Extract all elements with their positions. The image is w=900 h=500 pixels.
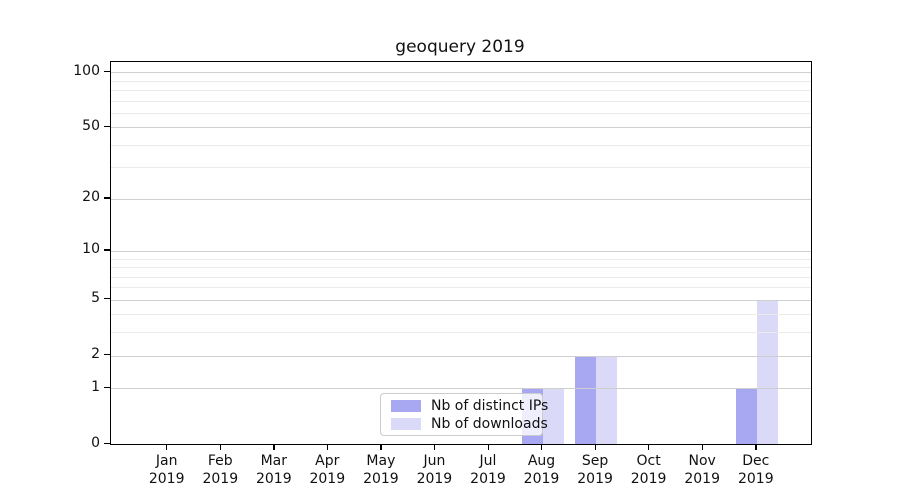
gridline-minor	[111, 112, 811, 114]
plot-area: Nb of distinct IPs Nb of downloads	[110, 61, 812, 445]
x-tick-label-jul: Jul 2019	[470, 453, 506, 487]
x-tick-label-feb: Feb 2019	[202, 453, 239, 487]
bar-downloads-dec	[756, 299, 778, 444]
legend-entry-distinct-ips: Nb of distinct IPs	[385, 397, 548, 415]
legend: Nb of distinct IPs Nb of downloads	[380, 393, 548, 436]
x-tick-mark	[326, 444, 329, 451]
x-tick-mark	[433, 444, 436, 451]
y-tick-mark	[104, 442, 110, 444]
gridline-major	[111, 198, 811, 200]
x-tick-label-sep: Sep 2019	[577, 453, 613, 487]
gridline-minor	[111, 276, 811, 278]
gridline-minor	[111, 267, 811, 268]
x-tick-label-jun: Jun 2019	[416, 453, 453, 487]
legend-label-downloads: Nb of downloads	[431, 415, 548, 432]
x-tick-label-mar: Mar 2019	[255, 453, 292, 487]
gridline-major	[111, 355, 811, 357]
chart-title: geoquery 2019	[395, 37, 525, 57]
x-tick-mark	[166, 444, 168, 451]
x-tick-label-apr: Apr 2019	[309, 453, 346, 487]
gridline-minor	[111, 258, 811, 260]
x-tick-mark	[594, 444, 596, 451]
y-tick-label: 50	[82, 117, 100, 134]
y-tick-mark	[104, 70, 110, 73]
y-tick-label: 0	[91, 434, 100, 451]
y-tick-mark	[104, 249, 110, 251]
y-tick-label: 2	[91, 346, 100, 362]
gridline-minor	[111, 167, 811, 169]
x-tick-mark	[219, 444, 222, 451]
bar-downloads-aug	[542, 388, 564, 444]
gridline-major	[111, 72, 811, 74]
y-tick-label: 20	[82, 189, 100, 206]
x-tick-label-aug: Aug 2019	[523, 453, 560, 487]
y-tick-label: 5	[91, 290, 100, 307]
gridline-minor	[111, 314, 811, 316]
x-tick-mark	[541, 444, 543, 451]
x-tick-label-dec: Dec 2019	[737, 453, 774, 487]
gridline-minor	[111, 90, 811, 92]
gridline-minor	[111, 332, 811, 334]
y-tick-mark	[104, 354, 110, 356]
y-tick-mark	[104, 386, 110, 388]
gridline-major	[111, 127, 811, 129]
y-tick-mark	[104, 197, 110, 199]
x-tick-mark	[487, 444, 489, 451]
gridline-minor	[111, 287, 811, 289]
legend-label-distinct-ips: Nb of distinct IPs	[431, 397, 549, 414]
y-tick-label: 100	[73, 62, 100, 79]
y-tick-label: 1	[91, 378, 100, 395]
y-tick-mark	[104, 125, 110, 128]
bar-distinct-ips-dec	[735, 388, 757, 444]
x-tick-mark	[380, 444, 382, 451]
gridline-minor	[111, 144, 811, 146]
x-tick-mark	[755, 444, 757, 451]
bar-downloads-sep	[596, 355, 618, 444]
gridline-major	[111, 250, 811, 252]
x-tick-label-nov: Nov 2019	[684, 453, 720, 487]
gridline-major	[111, 299, 811, 301]
gridline-minor	[111, 100, 811, 102]
gridline-minor	[111, 80, 811, 82]
bar-distinct-ips-sep	[575, 355, 597, 444]
x-tick-label-oct: Oct 2019	[630, 453, 667, 487]
y-tick-mark	[104, 298, 110, 300]
x-tick-mark	[701, 444, 703, 451]
legend-entry-downloads: Nb of downloads	[385, 415, 548, 433]
x-tick-mark	[273, 444, 275, 451]
x-tick-label-jan: Jan 2019	[148, 453, 185, 487]
x-tick-label-may: May 2019	[363, 453, 399, 487]
y-tick-label: 10	[82, 241, 100, 258]
x-tick-mark	[648, 444, 650, 451]
legend-swatch-downloads	[391, 417, 421, 430]
legend-swatch-distinct-ips	[391, 399, 421, 412]
gridline-major	[111, 388, 811, 390]
